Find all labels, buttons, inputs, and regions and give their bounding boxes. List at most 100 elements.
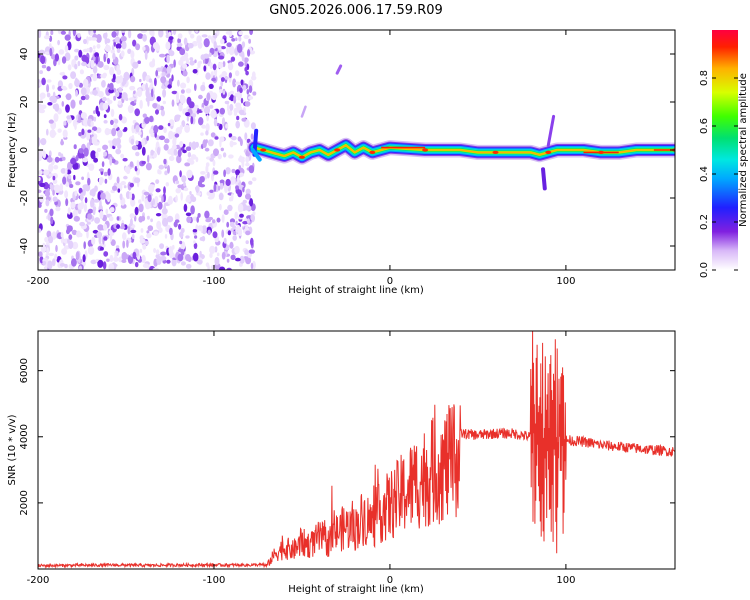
noise-speck	[77, 60, 81, 67]
noise-speck	[43, 169, 50, 176]
noise-speck	[248, 85, 253, 93]
noise-speck	[252, 211, 256, 216]
noise-speck	[46, 92, 51, 98]
noise-speck	[112, 73, 116, 81]
noise-speck	[96, 43, 101, 49]
noise-speck	[193, 242, 198, 249]
noise-speck	[184, 162, 191, 167]
noise-speck	[141, 194, 145, 202]
noise-speck	[120, 50, 125, 57]
noise-speck	[201, 235, 206, 242]
noise-speck	[103, 251, 109, 257]
noise-speck	[92, 89, 98, 96]
noise-speck	[241, 41, 246, 48]
noise-speck	[228, 154, 234, 159]
noise-speck	[125, 97, 129, 101]
noise-speck	[248, 96, 254, 100]
noise-speck	[51, 84, 55, 90]
noise-speck	[52, 175, 56, 181]
noise-speck	[153, 248, 157, 253]
noise-speck	[211, 77, 217, 82]
noise-speck	[96, 231, 103, 239]
noise-speck	[147, 154, 150, 163]
noise-speck	[90, 120, 94, 128]
noise-speck	[244, 249, 249, 256]
noise-speck	[111, 31, 117, 38]
noise-speck	[86, 133, 90, 141]
noise-speck	[239, 109, 245, 116]
noise-speck	[248, 165, 255, 174]
noise-speck	[186, 158, 194, 163]
noise-speck	[117, 188, 121, 193]
noise-speck	[62, 176, 67, 185]
noise-speck	[163, 158, 167, 165]
noise-speck	[190, 205, 195, 215]
noise-speck	[159, 105, 165, 111]
noise-speck	[198, 117, 204, 126]
noise-speck	[134, 215, 137, 222]
noise-speck	[177, 79, 180, 87]
noise-speck	[207, 264, 210, 270]
noise-speck	[232, 78, 237, 88]
noise-speck	[228, 72, 232, 79]
noise-speck	[138, 199, 142, 204]
noise-speck	[235, 169, 241, 176]
noise-speck	[185, 196, 191, 203]
noise-speck	[80, 95, 86, 101]
noise-speck	[80, 192, 84, 202]
noise-speck	[82, 188, 86, 196]
noise-speck	[225, 123, 229, 129]
noise-speck	[206, 114, 209, 122]
noise-speck	[101, 80, 106, 88]
noise-speck	[190, 33, 195, 39]
noise-speck	[90, 259, 97, 265]
noise-speck	[177, 253, 184, 262]
noise-speck	[221, 251, 226, 260]
noise-speck	[135, 43, 141, 51]
noise-speck	[120, 35, 127, 42]
noise-speck	[246, 89, 250, 95]
noise-speck	[190, 154, 197, 160]
signal-ridge	[246, 64, 675, 191]
noise-speck	[88, 30, 91, 35]
noise-speck	[93, 116, 97, 122]
noise-speck	[95, 151, 99, 158]
noise-speck	[201, 34, 208, 38]
noise-speck	[235, 185, 239, 190]
noise-speck	[81, 176, 84, 181]
noise-speck	[80, 112, 87, 119]
noise-speck	[88, 163, 95, 171]
noise-speck	[229, 103, 234, 111]
noise-speck	[69, 184, 74, 188]
noise-speck	[241, 117, 247, 122]
noise-speck	[121, 116, 127, 124]
noise-speck	[156, 96, 162, 102]
noise-speck	[57, 30, 62, 35]
noise-speck	[236, 224, 241, 231]
noise-speck	[169, 50, 175, 57]
noise-speck	[244, 132, 248, 141]
noise-speck	[209, 252, 213, 258]
noise-speck	[113, 95, 116, 101]
noise-speck	[131, 145, 138, 151]
noise-speck	[212, 159, 216, 167]
ridge-band	[253, 144, 675, 158]
colorbar-tick-label: 0.2	[699, 214, 710, 230]
noise-speck	[200, 54, 206, 61]
noise-speck	[103, 114, 107, 119]
noise-speck	[225, 167, 231, 175]
noise-speck	[179, 48, 186, 56]
noise-speck	[64, 190, 69, 199]
noise-speck	[99, 246, 104, 251]
noise-speck	[203, 38, 210, 48]
noise-speck	[78, 132, 82, 137]
noise-speck	[237, 174, 240, 183]
noise-speck	[124, 166, 131, 173]
noise-speck	[250, 237, 254, 246]
noise-speck	[75, 251, 80, 260]
noise-speck	[109, 157, 113, 166]
noise-speck	[232, 231, 237, 235]
noise-speck	[220, 46, 226, 50]
noise-speck	[137, 131, 142, 136]
noise-speck	[102, 144, 109, 150]
